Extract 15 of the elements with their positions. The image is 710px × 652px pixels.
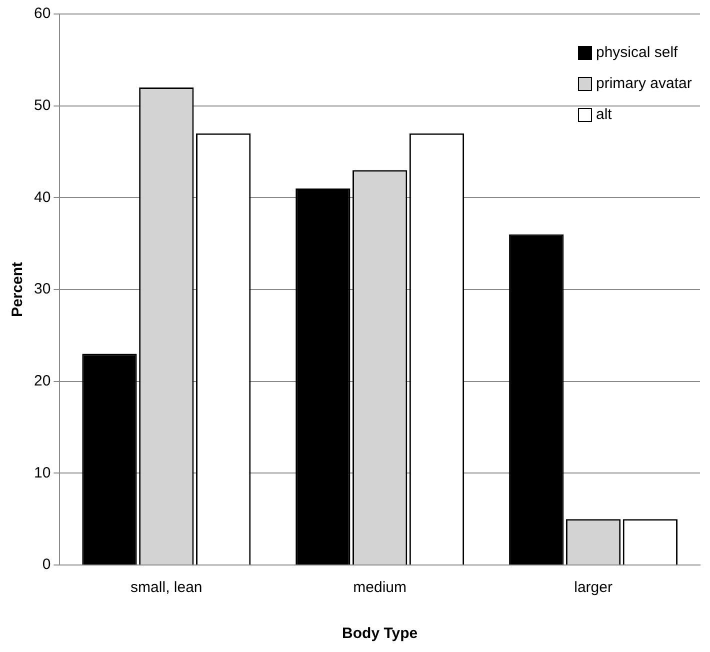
y-tick-label: 20 (34, 372, 51, 390)
x-tick-label: medium (353, 579, 407, 596)
y-tick-label: 40 (34, 188, 51, 206)
legend-label: alt (596, 106, 612, 123)
y-axis-title: Percent (9, 262, 26, 318)
legend-label: physical self (596, 44, 678, 61)
legend-label: primary avatar (596, 75, 692, 92)
y-tick-label: 10 (34, 464, 51, 482)
x-tick-label: small, lean (130, 579, 202, 596)
y-tick-label: 0 (42, 556, 51, 574)
y-tick-label: 30 (34, 280, 51, 298)
y-tick-label: 50 (34, 96, 51, 114)
x-axis-title: Body Type (342, 625, 418, 642)
x-tick-label: larger (574, 579, 612, 596)
y-tick-label: 60 (34, 5, 51, 22)
